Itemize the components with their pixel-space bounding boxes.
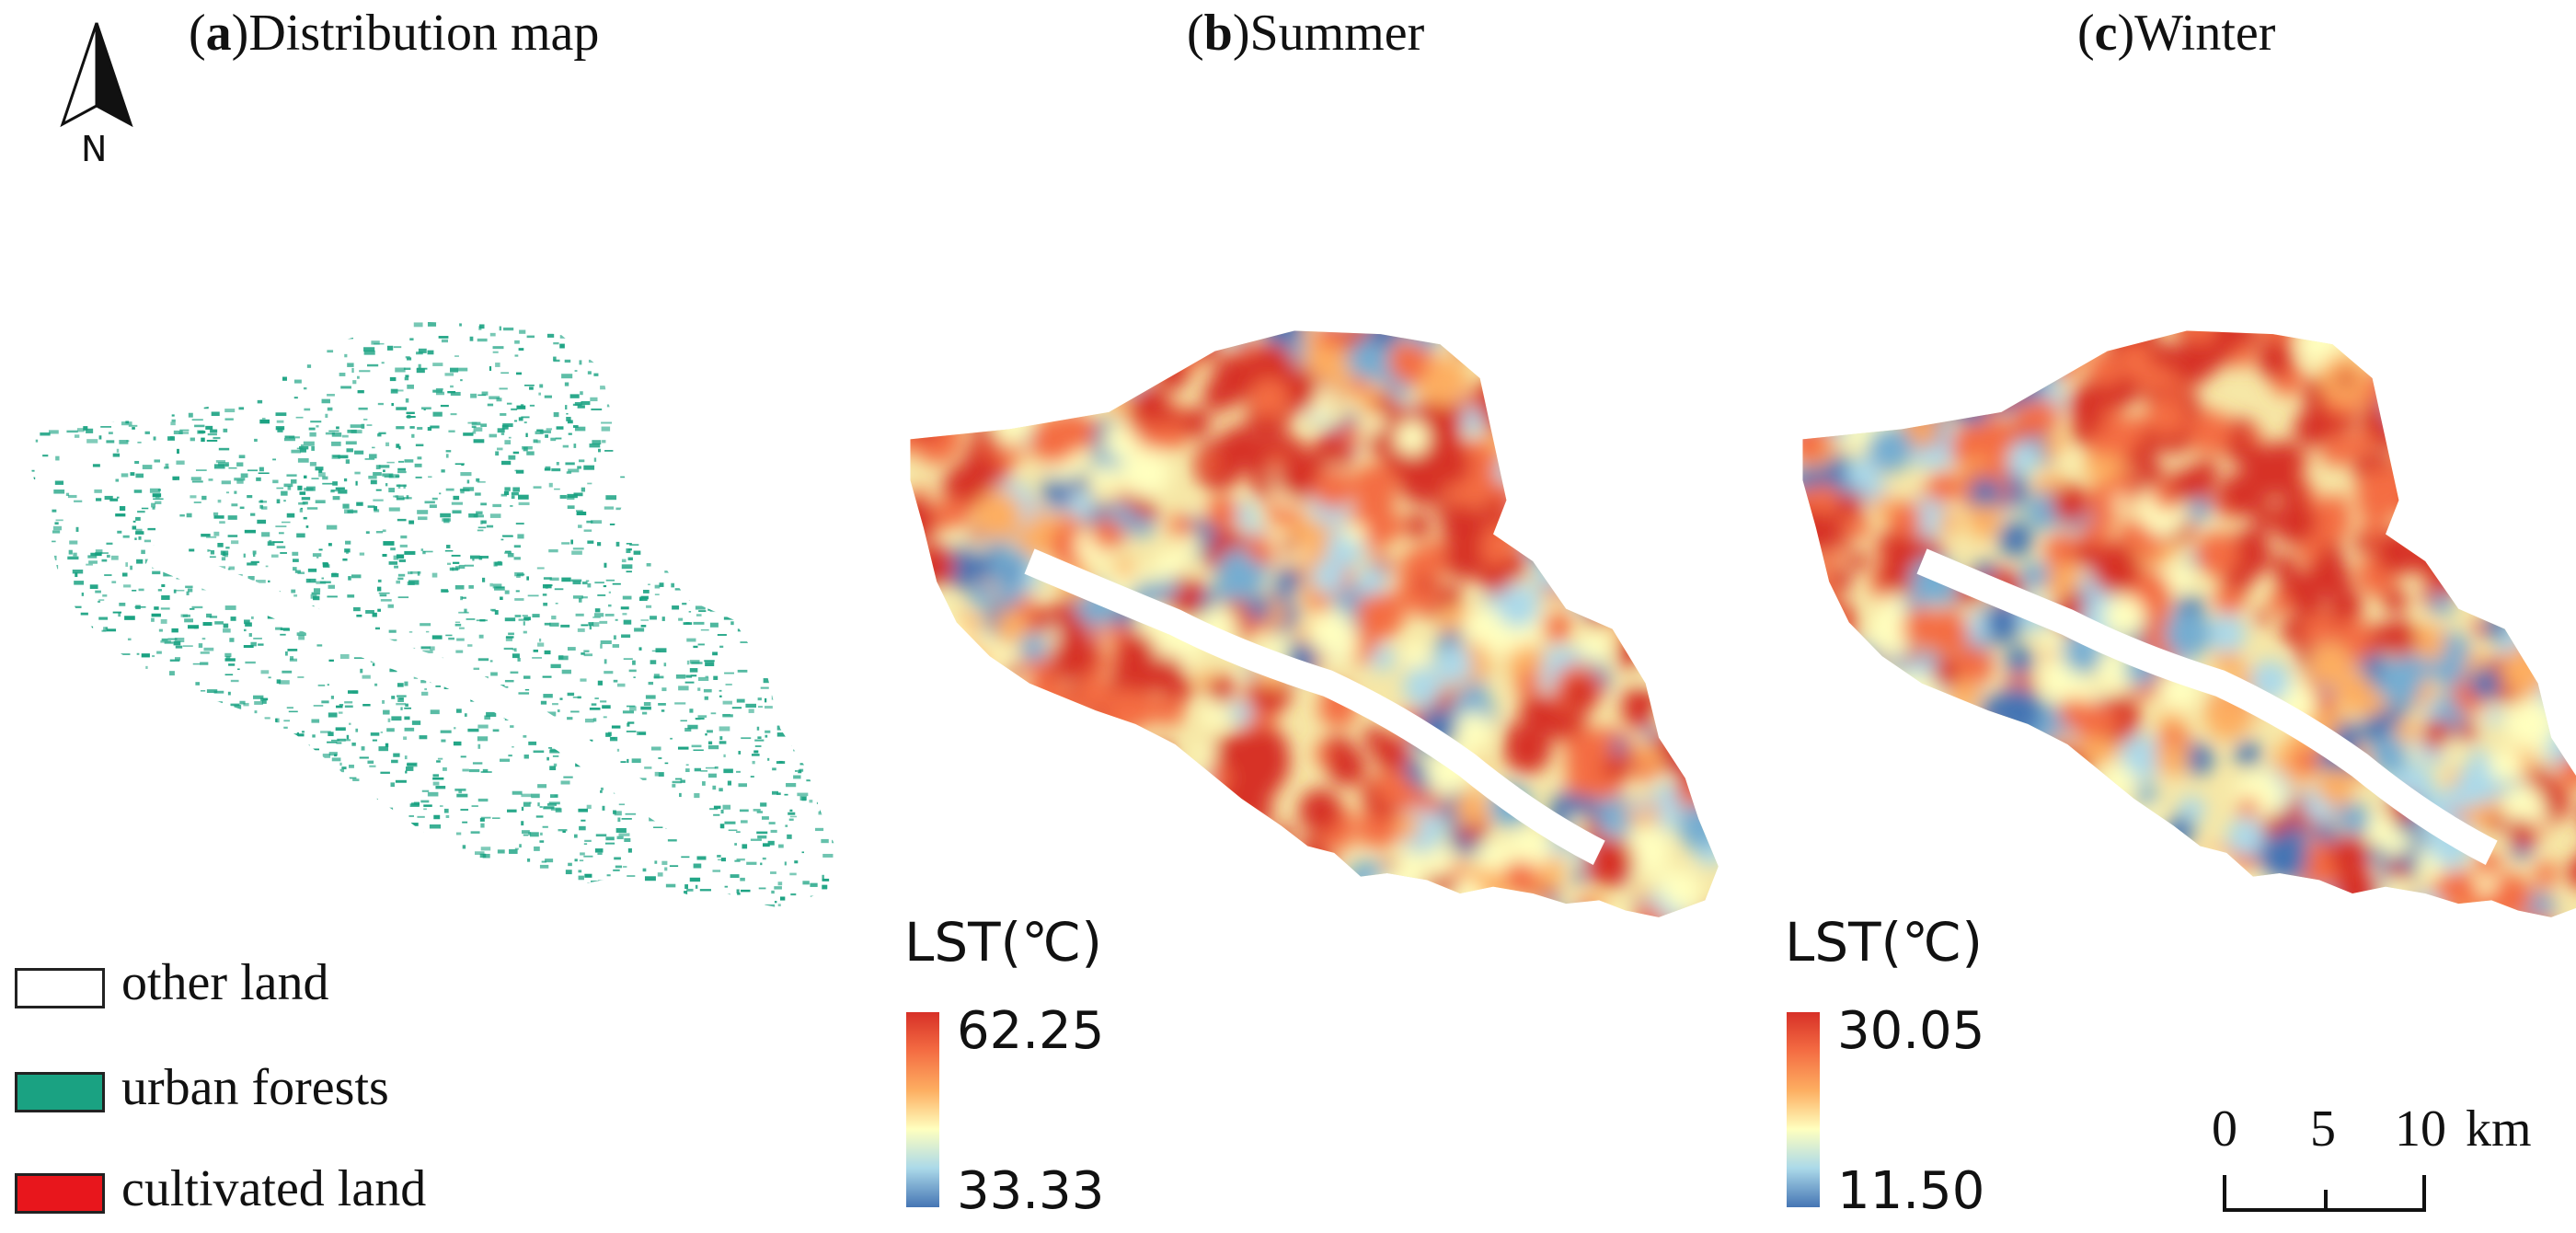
summer-colorbar-max: 62.25 — [957, 1001, 1105, 1061]
panel-b-title-text: Summer — [1249, 5, 1425, 62]
legend-label-urban-forests: urban forests — [121, 1059, 389, 1116]
summer-colorbar-min: 33.33 — [957, 1161, 1105, 1221]
winter-colorbar-max: 30.05 — [1837, 1001, 1985, 1061]
winter-lst-map — [1802, 330, 2576, 917]
legend-label-cultivated-land: cultivated land — [121, 1160, 427, 1217]
winter-colorbar — [1787, 1012, 1820, 1207]
summer-lst-surface — [910, 330, 1719, 917]
legend-swatch-cultivated-land — [15, 1173, 105, 1214]
panel-a-title-text: Distribution map — [248, 5, 600, 62]
legend-swatch-other-land — [15, 968, 105, 1008]
distribution-map — [31, 321, 840, 908]
north-arrow-icon — [60, 22, 133, 128]
legend-swatch-urban-forests — [15, 1072, 105, 1112]
panel-b-letter: b — [1203, 5, 1233, 62]
north-arrow-label: N — [81, 129, 108, 169]
panel-b-title: (b)Summer — [1187, 5, 1425, 62]
summer-lst-map — [910, 330, 1719, 917]
panel-a-title: (a)Distribution map — [189, 5, 600, 62]
panel-a-letter: a — [205, 5, 232, 62]
scale-unit: km — [2466, 1100, 2532, 1158]
winter-colorbar-title: LST(℃) — [1785, 911, 1983, 974]
legend-label-other-land: other land — [121, 954, 329, 1011]
scale-bar — [2223, 1175, 2426, 1212]
scale-label-0: 0 — [2212, 1100, 2237, 1158]
panel-c-title: (c)Winter — [2077, 5, 2276, 62]
winter-colorbar-min: 11.50 — [1837, 1161, 1985, 1221]
scale-label-10: 10 — [2395, 1100, 2446, 1158]
panel-c-letter: c — [2094, 5, 2118, 62]
summer-colorbar-title: LST(℃) — [904, 911, 1102, 974]
scale-label-5: 5 — [2310, 1100, 2336, 1158]
panel-c-title-text: Winter — [2134, 5, 2276, 62]
summer-colorbar — [906, 1012, 939, 1207]
